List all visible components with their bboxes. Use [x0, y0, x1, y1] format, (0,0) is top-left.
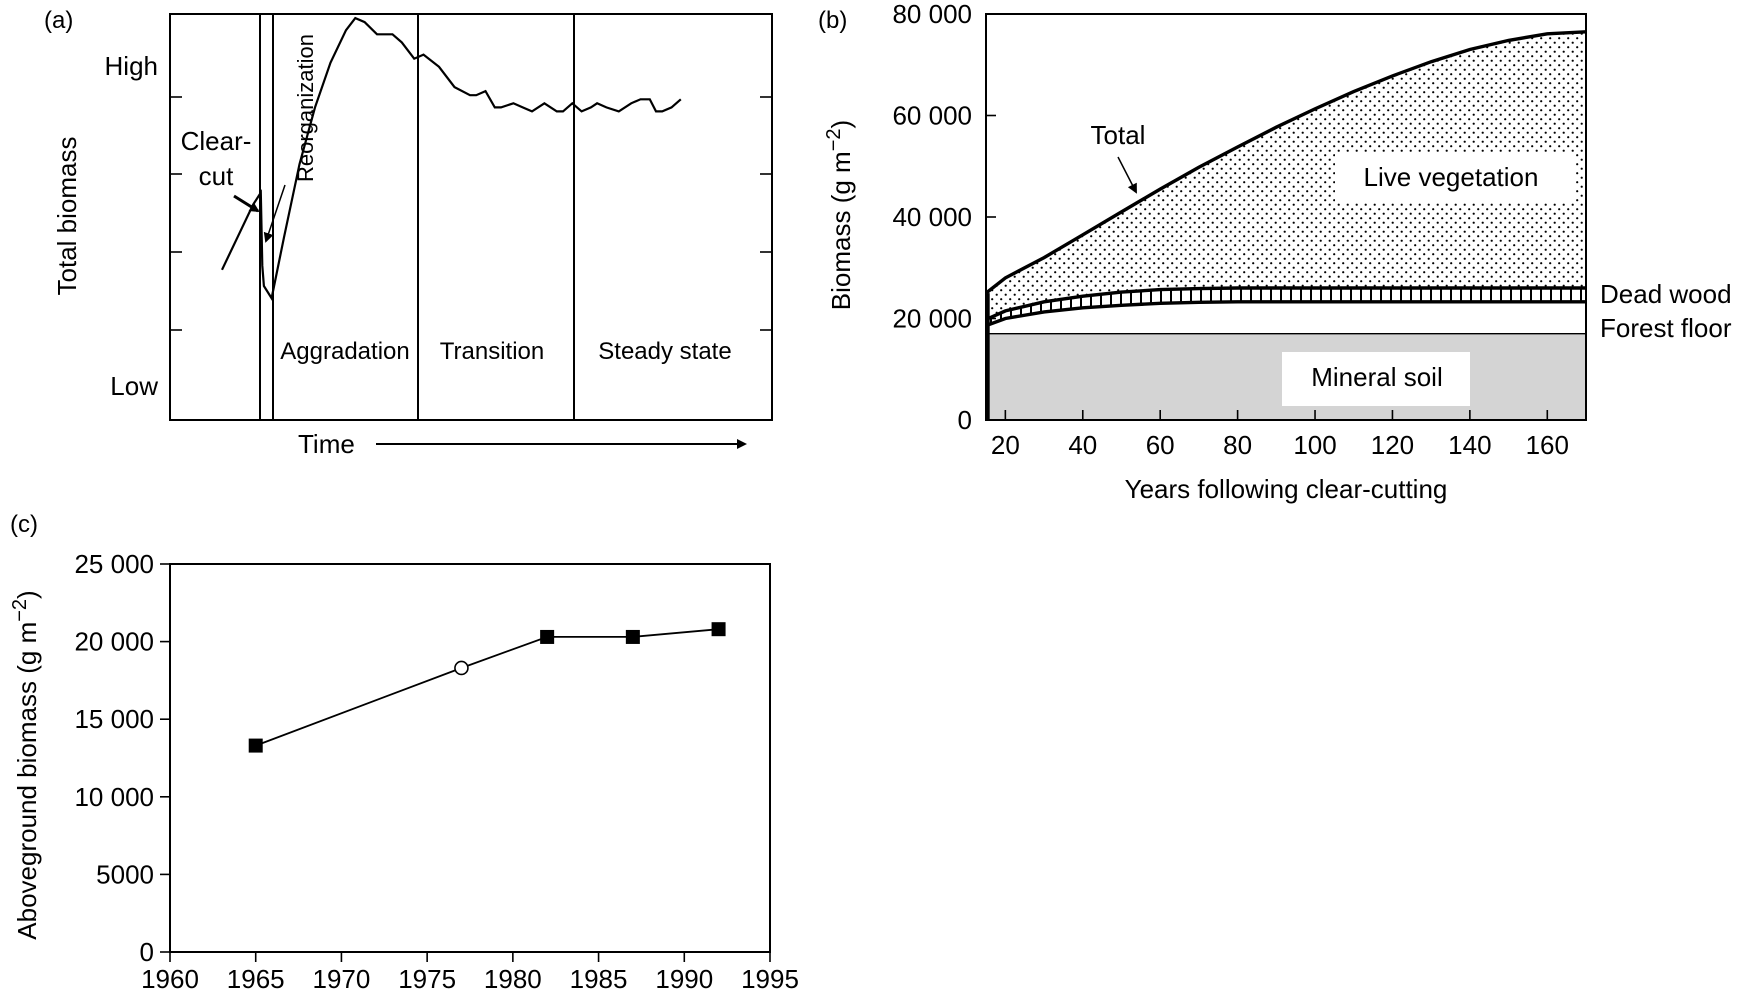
- panel-c-frame: [169, 563, 771, 953]
- panel-a-ytick-low: Low: [110, 371, 158, 401]
- panel-c-label: (c): [10, 511, 38, 538]
- point-1977: [454, 660, 469, 676]
- point-1992: [711, 622, 726, 637]
- c-ytick-label-5000: 5000: [96, 859, 154, 889]
- panel-a-ticks: [170, 96, 772, 331]
- c-xtick-label-1965: 1965: [227, 964, 285, 994]
- ytick-label-80000: 80 000: [892, 0, 972, 29]
- c-ytick-label-20000: 20 000: [74, 627, 154, 657]
- label-live-vegetation: Live vegetation: [1364, 162, 1539, 192]
- c-ytick-label-10000: 10 000: [74, 782, 154, 812]
- panel-b-xtick-labels: 20 40 60 80 100 120 140 160: [991, 430, 1569, 460]
- panel-a-ylabel: Total biomass: [52, 137, 82, 296]
- xtick-label-80: 80: [1223, 430, 1252, 460]
- c-ytick-label-15000: 15 000: [74, 704, 154, 734]
- reorganization-arrow: [263, 184, 286, 243]
- area-forest-floor: [986, 301, 1586, 334]
- annotation-cut: cut: [199, 161, 234, 191]
- live-vegetation-label-box: [1335, 152, 1575, 202]
- ytick-label-20000: 20 000: [892, 304, 972, 334]
- clearcut-arrow: [233, 194, 260, 213]
- panel-a-xlabel: Time: [298, 429, 355, 459]
- ytick-label-40000: 40 000: [892, 202, 972, 232]
- ytick-label-60000: 60 000: [892, 101, 972, 131]
- c-ytick-label-0: 0: [140, 937, 154, 967]
- xtick-label-140: 140: [1448, 430, 1491, 460]
- panel-a-label: (a): [44, 7, 73, 34]
- line-dead-wood: [985, 286, 1586, 322]
- phase-transition: Transition: [440, 338, 544, 365]
- xtick-label-120: 120: [1371, 430, 1414, 460]
- xtick-label-60: 60: [1146, 430, 1175, 460]
- mineral-soil-label-box: [1282, 352, 1470, 406]
- panel-c-points: [248, 622, 726, 753]
- c-xtick-label-1985: 1985: [570, 964, 628, 994]
- xtick-label-20: 20: [991, 430, 1020, 460]
- panel-c-xtick-labels: 1960 1965 1970 1975 1980 1985 1990 1995: [141, 964, 799, 994]
- line-forest-floor: [985, 300, 1586, 328]
- c-xtick-label-1960: 1960: [141, 964, 199, 994]
- panel-b-label: (b): [818, 7, 847, 34]
- c-ytick-label-25000: 25 000: [74, 549, 154, 579]
- panel-a-biomass-curve: [221, 16, 682, 302]
- point-1965: [248, 738, 263, 753]
- point-1987: [625, 629, 640, 644]
- line-total: [984, 30, 1587, 295]
- panel-b-xlabel: Years following clear-cutting: [1125, 474, 1448, 504]
- label-dead-wood: Dead wood: [1600, 279, 1732, 309]
- annotation-reorganization: Reorganization: [293, 34, 318, 182]
- xtick-label-160: 160: [1526, 430, 1569, 460]
- area-dead-wood: [986, 288, 1586, 326]
- panel-b-lines: [984, 30, 1587, 420]
- panel-c-ylabel: Aboveground biomass (g m−2): [9, 590, 42, 939]
- panel-c-ytick-labels: 0 5000 10 000 15 000 20 000 25 000: [74, 549, 154, 967]
- panel-c-connecting-line: [255, 628, 719, 747]
- area-live-vegetation: [986, 31, 1586, 320]
- xtick-label-40: 40: [1068, 430, 1097, 460]
- label-total: Total: [1091, 120, 1146, 150]
- xtick-label-100: 100: [1293, 430, 1336, 460]
- c-xtick-label-1970: 1970: [313, 964, 371, 994]
- panel-a-frame: [169, 13, 773, 421]
- label-mineral-soil: Mineral soil: [1311, 362, 1443, 392]
- phase-aggradation: Aggradation: [280, 338, 409, 365]
- panel-b-ylabel: Biomass (g m−2): [823, 120, 856, 310]
- c-xtick-label-1995: 1995: [741, 964, 799, 994]
- panel-b-ytick-labels: 0 20 000 40 000 60 000 80 000: [892, 0, 972, 435]
- c-xtick-label-1990: 1990: [655, 964, 713, 994]
- panel-c-ticks: [160, 563, 771, 962]
- ytick-label-0: 0: [958, 405, 972, 435]
- c-xtick-label-1980: 1980: [484, 964, 542, 994]
- panel-a-ytick-high: High: [105, 51, 158, 81]
- point-1982: [540, 629, 555, 644]
- total-arrow: [1117, 156, 1137, 194]
- phase-steady-state: Steady state: [598, 338, 731, 365]
- annotation-clear: Clear-: [181, 126, 252, 156]
- label-forest-floor: Forest floor: [1600, 313, 1732, 343]
- panel-b: (b) 0 20 000 40 000 60 000 80 000 20 40 60 80 10…: [818, 0, 1732, 504]
- c-xtick-label-1975: 1975: [398, 964, 456, 994]
- panel-a: (a) High Low Total biomass Clear- cut Re…: [44, 7, 773, 459]
